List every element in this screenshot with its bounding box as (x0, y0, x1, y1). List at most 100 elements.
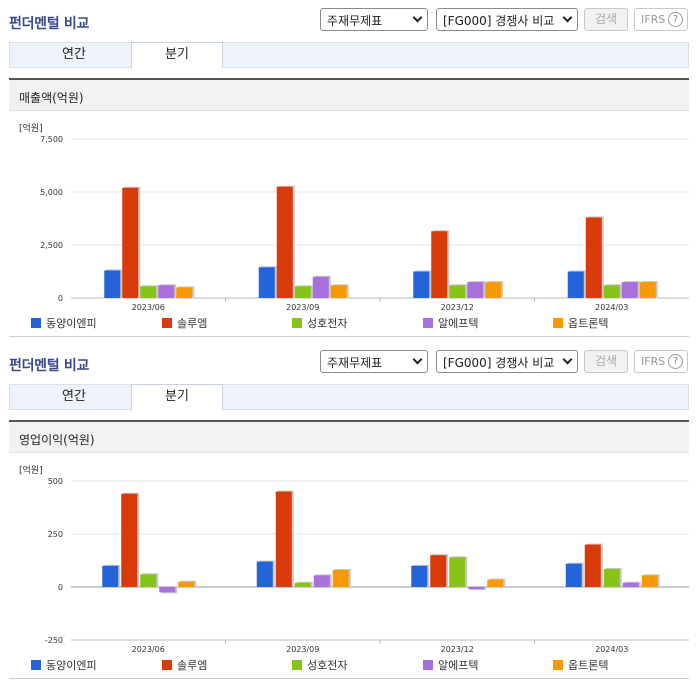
chart-legend: 동양이엔피 솔루엠 성호전자 알에프텍 옵트론텍 (31, 315, 681, 331)
fundamental-compare-panel-revenue: 펀더멘털 비교 주재무제표 [FG000] 경쟁사 비교 검색 IFRS ? 연… (0, 0, 696, 337)
legend-swatch (292, 318, 302, 328)
help-icon[interactable]: ? (668, 12, 683, 27)
compare-select[interactable]: [FG000] 경쟁사 비교 (436, 350, 578, 373)
tab-quarterly[interactable]: 분기 (131, 42, 223, 68)
panel-title: 펀더멘털 비교 (9, 358, 90, 374)
legend-swatch (31, 660, 41, 670)
bar (449, 557, 466, 587)
period-tabs: 연간 분기 (9, 42, 689, 68)
legend-item[interactable]: 동양이엔피 (31, 657, 97, 673)
chevron-down-icon (412, 12, 423, 23)
panel-title: 펀더멘털 비교 (9, 16, 90, 32)
legend-item[interactable]: 동양이엔피 (31, 315, 97, 331)
legend-item[interactable]: 알에프텍 (423, 657, 478, 673)
y-tick-label: 5,000 (40, 188, 63, 197)
legend-item[interactable]: 성호전자 (292, 315, 347, 331)
legend-swatch (553, 660, 563, 670)
legend-item[interactable]: 옵트론텍 (553, 657, 608, 673)
compare-select-value: [FG000] 경쟁사 비교 (443, 356, 555, 370)
bar (467, 282, 484, 298)
bar (603, 285, 620, 298)
bar (585, 217, 602, 298)
legend-swatch (162, 318, 172, 328)
legend-swatch (553, 318, 563, 328)
section-title: 매출액(억원) (9, 80, 689, 111)
bar (413, 271, 430, 298)
y-tick-label: 2,500 (40, 241, 63, 250)
tab-annual[interactable]: 연간 (62, 389, 86, 404)
statement-select[interactable]: 주재무제표 (320, 350, 428, 373)
y-tick-label: 7,500 (40, 135, 63, 144)
bar (140, 286, 157, 298)
legend-swatch (423, 660, 433, 670)
unit-label: [억원] (19, 466, 43, 476)
compare-select[interactable]: [FG000] 경쟁사 비교 (436, 8, 578, 31)
bar (430, 555, 447, 587)
x-tick-label: 2023/06 (132, 645, 165, 654)
search-button[interactable]: 검색 (584, 8, 628, 31)
chevron-down-icon (412, 354, 423, 365)
bar (176, 287, 193, 298)
compare-select-value: [FG000] 경쟁사 비교 (443, 14, 555, 28)
tab-quarterly[interactable]: 분기 (131, 384, 223, 410)
bar (603, 568, 620, 587)
bar (622, 582, 639, 587)
bar (330, 285, 347, 298)
legend-item[interactable]: 솔루엠 (162, 657, 207, 673)
bar (140, 574, 157, 587)
bar (565, 563, 582, 587)
bar (121, 493, 138, 587)
bar (258, 267, 275, 298)
bar (431, 231, 448, 298)
bar (158, 285, 175, 298)
legend-label: 알에프텍 (438, 317, 479, 330)
legend-label: 성호전자 (307, 317, 348, 330)
bar (584, 544, 601, 587)
panel-header: 펀더멘털 비교 주재무제표 [FG000] 경쟁사 비교 검색 IFRS ? (0, 0, 696, 36)
legend-label: 알에프텍 (438, 659, 479, 672)
period-tabs: 연간 분기 (9, 384, 689, 410)
y-tick-label: 0 (58, 294, 63, 303)
chevron-down-icon (562, 12, 573, 23)
ifrs-label: IFRS (641, 13, 666, 26)
bar (294, 286, 311, 298)
tab-annual[interactable]: 연간 (62, 47, 86, 62)
bar (313, 575, 330, 587)
y-tick-label: 0 (58, 583, 63, 592)
x-tick-label: 2023/06 (132, 303, 165, 312)
ifrs-button[interactable]: IFRS ? (634, 8, 688, 31)
statement-select[interactable]: 주재무제표 (320, 8, 428, 31)
unit-label: [억원] (19, 124, 43, 134)
chart-section: 영업이익(억원) [억원] -250 0 250 500 2023/06 2023/09 2… (9, 420, 689, 679)
x-tick-label: 2024/03 (595, 645, 628, 654)
bar (641, 575, 658, 587)
legend-label: 옵트론텍 (568, 659, 609, 672)
legend-label: 솔루엠 (177, 659, 208, 672)
bar (276, 186, 293, 298)
section-title: 영업이익(억원) (9, 422, 689, 453)
legend-swatch (31, 318, 41, 328)
bar (294, 582, 311, 587)
chart-legend: 동양이엔피 솔루엠 성호전자 알에프텍 옵트론텍 (31, 657, 681, 673)
ifrs-label: IFRS (641, 355, 666, 368)
statement-select-value: 주재무제표 (327, 356, 383, 370)
ifrs-button[interactable]: IFRS ? (634, 350, 688, 373)
bar (468, 587, 485, 590)
legend-item[interactable]: 솔루엠 (162, 315, 207, 331)
bar (639, 282, 656, 298)
bar (275, 491, 292, 587)
legend-item[interactable]: 알에프텍 (423, 315, 478, 331)
legend-item[interactable]: 성호전자 (292, 657, 347, 673)
bar (332, 570, 349, 587)
legend-label: 동양이엔피 (46, 317, 97, 330)
legend-item[interactable]: 옵트론텍 (553, 315, 608, 331)
y-tick-label: 500 (48, 477, 63, 486)
statement-select-value: 주재무제표 (327, 14, 383, 28)
bar (567, 271, 584, 298)
operating-profit-bar-chart: -250 0 250 500 2023/06 2023/09 2023/12 2024/03 (45, 477, 689, 654)
x-tick-label: 2024/03 (595, 303, 628, 312)
help-icon[interactable]: ? (668, 354, 683, 369)
bar (178, 581, 195, 587)
x-tick-label: 2023/09 (286, 303, 319, 312)
search-button[interactable]: 검색 (584, 350, 628, 373)
